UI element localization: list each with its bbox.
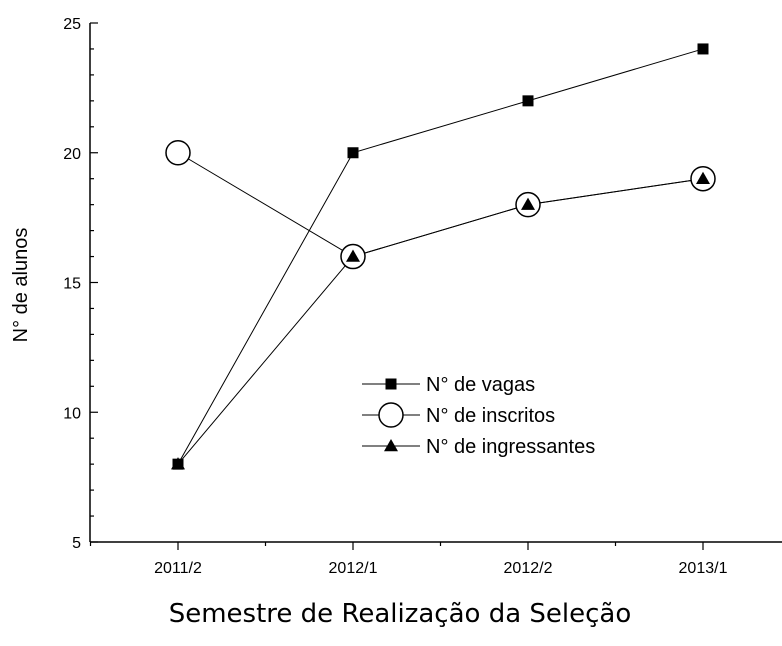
series-lines [177,48,704,465]
square-marker [347,147,359,159]
triangle-marker [521,197,535,210]
series-markers [165,43,716,470]
triangle-marker [171,457,185,470]
circle-marker [165,140,191,166]
y-tick-label: 25 [63,16,81,33]
circle-marker [378,402,404,428]
series-line [177,48,704,465]
legend-label: N° de ingressantes [426,436,595,458]
y-tick-label: 20 [63,146,81,163]
y-ticks: 5 10 15 20 25 [63,16,98,552]
x-tick-label: 2012/1 [329,560,378,577]
legend: N° de vagas N° de inscritos N° de ingressa… [362,374,595,458]
y-tick-label: 15 [63,276,81,293]
square-marker [522,95,534,107]
y-axis-title: N° de alunos [10,228,32,343]
triangle-marker [346,249,360,262]
x-axis-title: Semestre de Realização da Seleção [169,599,632,629]
legend-label: N° de vagas [426,374,535,396]
triangle-marker [384,439,398,452]
x-tick-label: 2011/2 [154,560,202,577]
legend-label: N° de inscritos [426,405,555,427]
y-tick-label: 5 [72,535,81,552]
x-ticks: 2011/2 2012/1 2012/2 2013/1 [89,542,728,577]
series-line [177,178,704,465]
x-tick-label: 2013/1 [679,560,728,577]
square-marker [385,378,397,390]
x-tick-label: 2012/2 [504,560,553,577]
triangle-marker [696,171,710,184]
square-marker [697,43,709,55]
plot-frame [89,23,782,543]
y-tick-label: 10 [63,405,81,422]
series-line [177,152,704,258]
